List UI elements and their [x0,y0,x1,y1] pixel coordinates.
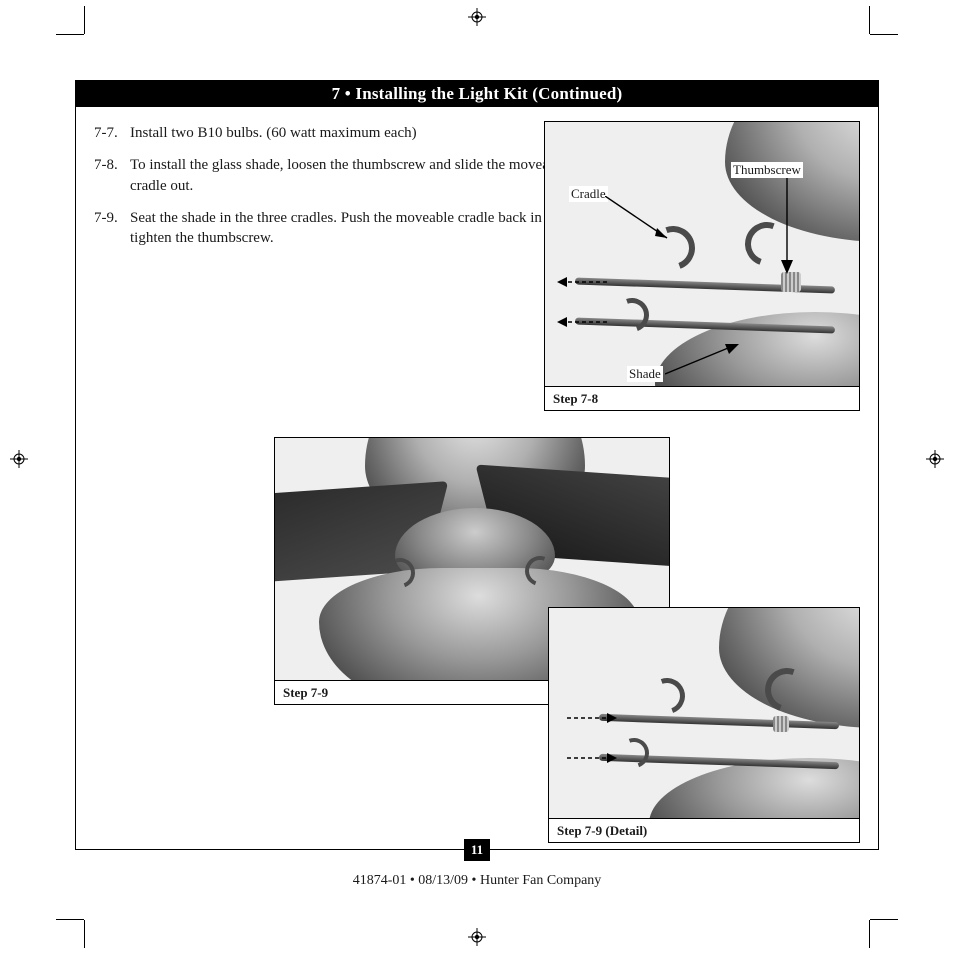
arrow-icon [771,178,811,274]
figure-step-7-9-detail: Step 7-9 (Detail) [548,607,860,843]
page-frame: 7 • Installing the Light Kit (Continued)… [75,80,879,850]
figure-caption: Step 7-8 [545,386,859,410]
callout-label-shade: Shade [627,366,663,382]
arrow-icon [665,344,745,382]
registration-mark-icon [10,450,28,468]
step-number: 7-7. [94,123,130,143]
registration-mark-icon [926,450,944,468]
figure-step-7-8: Cradle Thumbscrew Shade Step 7-8 [544,121,860,411]
step-item: 7-8. To install the glass shade, loosen … [94,155,574,196]
steps-list: 7-7. Install two B10 bulbs. (60 watt max… [94,123,574,248]
registration-mark-icon [468,928,486,946]
step-text: Install two B10 bulbs. (60 watt maximum … [130,123,574,143]
step-text: To install the glass shade, loosen the t… [130,155,574,196]
step-number: 7-9. [94,208,130,249]
page-number: 11 [464,839,490,861]
step-item: 7-9. Seat the shade in the three cradles… [94,208,574,249]
callout-label-thumbscrew: Thumbscrew [731,162,803,178]
step-text: Seat the shade in the three cradles. Pus… [130,208,574,249]
registration-mark-icon [468,8,486,26]
section-title-bar: 7 • Installing the Light Kit (Continued) [76,81,878,107]
motion-arrow-icon [565,752,619,764]
step-number: 7-8. [94,155,130,196]
motion-arrow-icon [557,276,609,288]
motion-arrow-icon [565,712,619,724]
footer-text: 41874-01 • 08/13/09 • Hunter Fan Company [76,873,878,889]
figure-caption: Step 7-9 (Detail) [549,818,859,842]
page-content: 7-7. Install two B10 bulbs. (60 watt max… [76,107,878,849]
motion-arrow-icon [557,316,609,328]
arrow-icon [605,196,677,246]
step-item: 7-7. Install two B10 bulbs. (60 watt max… [94,123,574,143]
callout-label-cradle: Cradle [569,186,608,202]
